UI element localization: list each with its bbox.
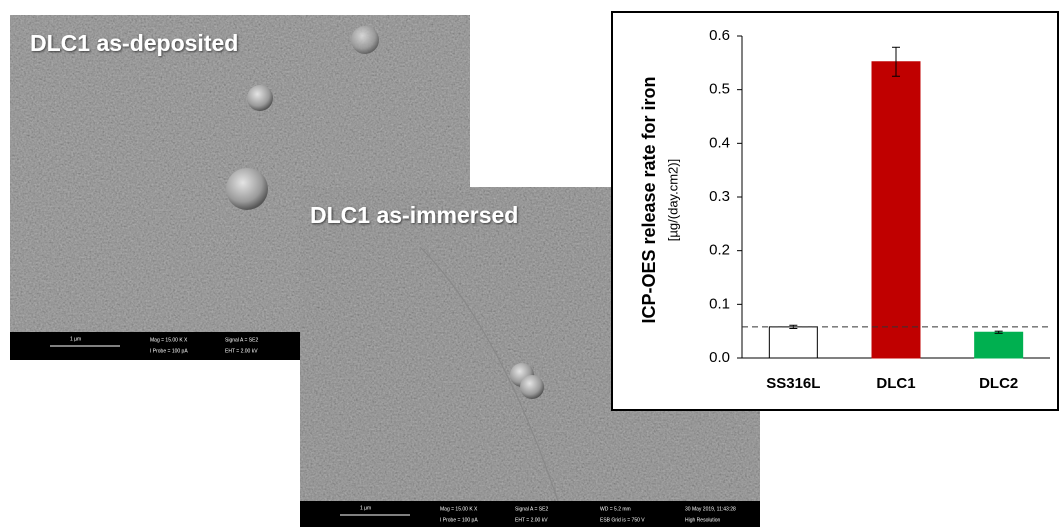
- info-text: EHT = 2.00 kV: [225, 348, 258, 354]
- y-tick-label: 0.0: [709, 349, 730, 366]
- chart: ICP-OES release rate for iron [µg/(day.c…: [612, 12, 1058, 410]
- info-text: I Probe = 100 pA: [440, 517, 478, 523]
- x-tick-label: SS316L: [766, 375, 820, 392]
- bar: [872, 62, 920, 358]
- info-text: Mag = 15.00 K X: [440, 506, 478, 512]
- info-text: High Resolution: [685, 517, 721, 523]
- y-tick-label: 0.6: [709, 27, 730, 44]
- info-text: Mag = 15.00 K X: [150, 337, 188, 343]
- x-tick-label: DLC1: [876, 375, 915, 392]
- panel-title: DLC1 as-immersed: [310, 202, 518, 228]
- info-text: EHT = 2.00 kV: [515, 517, 548, 523]
- figure: 1 µm Mag = 15.00 K X I Probe = 100 pA Si…: [0, 0, 1061, 527]
- bar: [769, 327, 817, 358]
- info-text: 30 May 2019, 11:43:28: [685, 506, 736, 512]
- y-tick-label: 0.2: [709, 242, 730, 259]
- scale-label: 1 µm: [70, 336, 81, 342]
- panel-title: DLC1 as-deposited: [30, 30, 238, 56]
- info-text: ESB Grid is = 750 V: [600, 517, 645, 523]
- y-tick-label: 0.5: [709, 81, 730, 98]
- y-tick-label: 0.1: [709, 295, 730, 312]
- info-text: Signal A = SE2: [515, 506, 548, 512]
- y-axis-label: ICP-OES release rate for iron: [639, 76, 659, 323]
- x-tick-label: DLC2: [979, 375, 1018, 392]
- info-text: WD = 5.2 mm: [600, 506, 631, 512]
- bar: [975, 332, 1023, 358]
- info-text: I Probe = 100 pA: [150, 348, 188, 354]
- scale-label: 1 µm: [360, 505, 371, 511]
- y-tick-label: 0.4: [709, 134, 730, 151]
- y-tick-label: 0.3: [709, 188, 730, 205]
- info-text: Signal A = SE2: [225, 337, 258, 343]
- y-axis-sublabel: [µg/(day.cm2)]: [665, 159, 680, 241]
